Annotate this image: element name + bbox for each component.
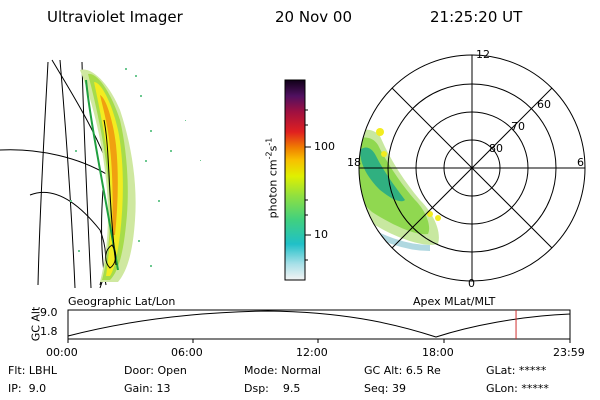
flt-field: Flt: LBHL <box>8 364 57 377</box>
timeline-tick-0000: 00:00 <box>46 346 78 359</box>
mlat-label-60: 60 <box>537 98 551 111</box>
seq-value: 39 <box>391 382 406 395</box>
timeline-ymin: 1.8 <box>40 325 58 338</box>
door-field: Door: Open <box>124 364 187 377</box>
mlt-label-18: 18 <box>347 156 361 169</box>
dsp-field: Dsp: 9.5 <box>244 382 301 395</box>
mlat-label-70: 70 <box>511 120 525 133</box>
gain-value: 13 <box>156 382 171 395</box>
dsp-value: 9.5 <box>282 382 301 395</box>
polar-panel-caption: Apex MLat/MLT <box>413 295 496 308</box>
glon-value: ***** <box>521 382 549 395</box>
gain-field: Gain: 13 <box>124 382 171 395</box>
ip-field: IP: 9.0 <box>8 382 47 395</box>
polar-plot <box>358 54 586 282</box>
glon-field: GLon: ***** <box>486 382 549 395</box>
timeline-ymax: 9.0 <box>40 306 58 319</box>
geo-aurora <box>70 68 201 282</box>
polar-grid <box>358 54 586 282</box>
gcalt-value: 6.5 Re <box>405 364 441 377</box>
instrument-title: Ultraviolet Imager <box>47 8 183 26</box>
time-label: 21:25:20 UT <box>430 8 523 26</box>
gcalt-field: GC Alt: 6.5 Re <box>364 364 441 377</box>
colorbar <box>284 79 306 281</box>
mlt-label-0: 0 <box>468 277 475 290</box>
timeline-tick-0600: 06:00 <box>171 346 203 359</box>
timeline-tick-1200: 12:00 <box>296 346 328 359</box>
flt-value: LBHL <box>28 364 57 377</box>
door-value: Open <box>157 364 187 377</box>
mode-value: Normal <box>281 364 321 377</box>
date-label: 20 Nov 00 <box>275 8 352 26</box>
timeline-plot <box>67 309 571 343</box>
geo-panel-caption: Geographic Lat/Lon <box>68 295 176 308</box>
polar-aurora <box>359 128 441 251</box>
timeline-tick-2359: 23:59 <box>553 346 585 359</box>
mlat-label-80: 80 <box>489 142 503 155</box>
mlt-label-12: 12 <box>476 48 490 61</box>
mode-field: Mode: Normal <box>244 364 321 377</box>
ip-value: 9.0 <box>28 382 47 395</box>
colorbar-unit-label: photon cm-2s-1 <box>264 137 280 219</box>
mlt-label-6: 6 <box>577 156 584 169</box>
colorbar-tick-10: 10 <box>314 228 328 241</box>
timeline-tick-1800: 18:00 <box>422 346 454 359</box>
glat-value: ***** <box>518 364 547 377</box>
glat-field: GLat: ***** <box>486 364 547 377</box>
colorbar-ticks <box>305 109 311 261</box>
colorbar-tick-100: 100 <box>314 140 335 153</box>
seq-field: Seq: 39 <box>364 382 406 395</box>
